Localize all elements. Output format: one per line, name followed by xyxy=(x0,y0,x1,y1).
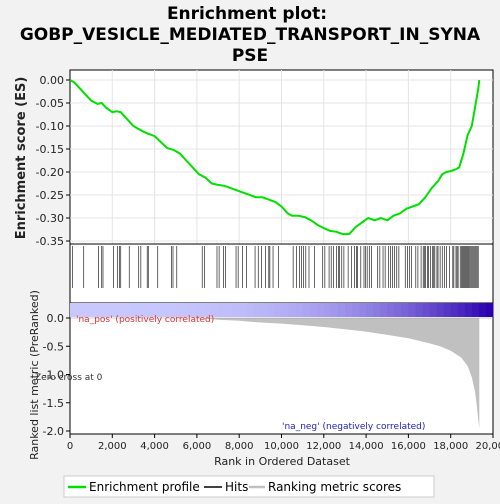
rank-y-tick-label: -1.5 xyxy=(43,397,64,410)
rank-x-tick-label: 4,000 xyxy=(140,441,169,452)
es-y-tick-label: 0.00 xyxy=(40,74,65,87)
heat-bar-segment xyxy=(225,303,233,317)
heat-bar-segment xyxy=(246,303,254,317)
es-y-tick-label: -0.20 xyxy=(36,166,64,179)
rank-y-tick-label: -0.5 xyxy=(43,340,64,353)
heat-bar-segment xyxy=(310,303,318,317)
heat-bar-segment xyxy=(486,303,494,317)
rank-x-ticks: 0 2,000 4,000 6,000 8,000 10,000 12,000 14,000 1… xyxy=(67,434,500,452)
heat-bar-segment xyxy=(331,303,339,317)
pos-correlated-label: 'na_pos' (positively correlated) xyxy=(76,315,214,325)
es-y-tick-label: -0.35 xyxy=(36,235,64,248)
heat-bar-segment xyxy=(345,303,353,317)
rank-x-tick-label: 8,000 xyxy=(225,441,254,452)
chart-title-line1: Enrichment plot: xyxy=(167,4,327,24)
rank-y-tick-label: -2.0 xyxy=(43,425,64,438)
heat-bar-segment xyxy=(380,303,388,317)
heat-bar-segment xyxy=(423,303,431,317)
zero-cross-label: Zero cross at 0 xyxy=(35,373,103,383)
rank-x-tick-label: 12,000 xyxy=(306,441,341,452)
rank-x-tick-label: 0 xyxy=(67,441,73,452)
es-y-tick-label: -0.15 xyxy=(36,143,64,156)
heat-bar-segment xyxy=(218,303,226,317)
heat-bar-segment xyxy=(317,303,325,317)
heat-bar-segment xyxy=(415,303,423,317)
heat-bar-segment xyxy=(437,303,445,317)
heat-bar-segment xyxy=(232,303,240,317)
heat-bar-segment xyxy=(274,303,282,317)
legend-metric-label: Ranking metric scores xyxy=(268,480,401,494)
heat-bar-segment xyxy=(430,303,438,317)
heat-bar-segment xyxy=(366,303,374,317)
heat-bar-segment xyxy=(373,303,381,317)
heat-bar-segment xyxy=(338,303,346,317)
heat-bar-segment xyxy=(324,303,332,317)
rank-y-axis-label: Ranked list metric (PreRanked) xyxy=(28,290,41,460)
heat-bar-segment xyxy=(239,303,247,317)
heat-bar-segment xyxy=(458,303,466,317)
es-y-tick-label: -0.05 xyxy=(36,97,64,110)
heat-bar-segment xyxy=(303,303,311,317)
rank-x-axis-label: Rank in Ordered Dataset xyxy=(214,455,351,468)
heat-bar-segment xyxy=(296,303,304,317)
legend: Enrichment profile Hits Ranking metric s… xyxy=(64,476,434,497)
es-y-axis-label: Enrichment score (ES) xyxy=(14,77,29,240)
rank-x-tick-label: 14,000 xyxy=(349,441,384,452)
heat-bar-segment xyxy=(444,303,452,317)
neg-correlated-label: 'na_neg' (negatively correlated) xyxy=(282,422,425,432)
heat-bar-segment xyxy=(359,303,367,317)
heat-bar-segment xyxy=(260,303,268,317)
heat-bar-segment xyxy=(289,303,297,317)
heat-bar-segment xyxy=(267,303,275,317)
chart-title-line3: PSE xyxy=(232,46,268,66)
heat-bar-segment xyxy=(479,303,487,317)
es-y-ticks: 0.00 -0.05 -0.10 -0.15 -0.20 -0.25 -0.30 -0.35 xyxy=(36,74,70,248)
heat-bar-segment xyxy=(408,303,416,317)
heat-bar-segment xyxy=(282,303,290,317)
heat-bar-segment xyxy=(387,303,395,317)
legend-profile-label: Enrichment profile xyxy=(89,480,200,494)
rank-x-tick-label: 6,000 xyxy=(183,441,212,452)
heat-bar-segment xyxy=(401,303,409,317)
es-y-tick-label: -0.25 xyxy=(36,189,64,202)
heat-bar-segment xyxy=(352,303,360,317)
rank-x-tick-label: 18,000 xyxy=(433,441,468,452)
heat-bar-segment xyxy=(472,303,480,317)
hits-panel-background xyxy=(70,244,493,303)
rank-x-tick-label: 10,000 xyxy=(264,441,299,452)
legend-hits-label: Hits xyxy=(225,480,248,494)
heat-bar-segment xyxy=(394,303,402,317)
heat-bar-segment xyxy=(253,303,261,317)
heat-bar-segment xyxy=(465,303,473,317)
rank-x-tick-label: 16,000 xyxy=(391,441,426,452)
es-y-tick-label: -0.30 xyxy=(36,212,64,225)
rank-y-tick-label: 0.0 xyxy=(47,312,65,325)
es-y-tick-label: -0.10 xyxy=(36,120,64,133)
heat-bar-segment xyxy=(451,303,459,317)
rank-x-tick-label: 20,000 xyxy=(476,441,500,452)
rank-x-tick-label: 2,000 xyxy=(98,441,127,452)
chart-title-line2: GOBP_VESICLE_MEDIATED_TRANSPORT_IN_SYNA xyxy=(20,25,481,45)
